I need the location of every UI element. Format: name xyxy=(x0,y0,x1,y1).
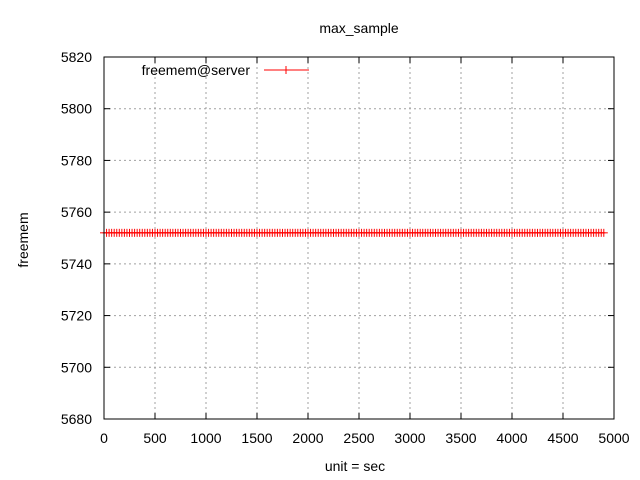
x-axis-label: unit = sec xyxy=(325,458,385,474)
x-tick-label: 1500 xyxy=(241,430,272,446)
x-tick-label: 4500 xyxy=(547,430,578,446)
y-tick-label: 5700 xyxy=(61,359,92,375)
x-tick-label: 0 xyxy=(100,430,108,446)
x-tick-label: 4000 xyxy=(496,430,527,446)
x-tick-label: 500 xyxy=(143,430,167,446)
series-layer xyxy=(100,228,608,237)
y-tick-label: 5820 xyxy=(61,49,92,65)
chart-title: max_sample xyxy=(319,20,399,36)
y-tick-label: 5780 xyxy=(61,152,92,168)
x-tick-label: 2500 xyxy=(343,430,374,446)
ticks: 0 500 1000 1500 2000 2500 3000 3500 4000 4500 5000… xyxy=(61,49,630,446)
legend: freemem@server xyxy=(142,62,309,78)
x-tick-label: 3000 xyxy=(394,430,425,446)
legend-label: freemem@server xyxy=(142,62,251,78)
y-tick-label: 5720 xyxy=(61,308,92,324)
grid xyxy=(104,57,614,419)
x-tick-label: 3500 xyxy=(445,430,476,446)
x-tick-label: 1000 xyxy=(190,430,221,446)
y-axis-label: freemem xyxy=(15,212,31,267)
y-tick-label: 5740 xyxy=(61,256,92,272)
y-tick-label: 5680 xyxy=(61,411,92,427)
y-tick-label: 5760 xyxy=(61,204,92,220)
x-tick-label: 5000 xyxy=(598,430,629,446)
data-point xyxy=(599,228,608,237)
y-tick-label: 5800 xyxy=(61,101,92,117)
x-tick-label: 2000 xyxy=(292,430,323,446)
